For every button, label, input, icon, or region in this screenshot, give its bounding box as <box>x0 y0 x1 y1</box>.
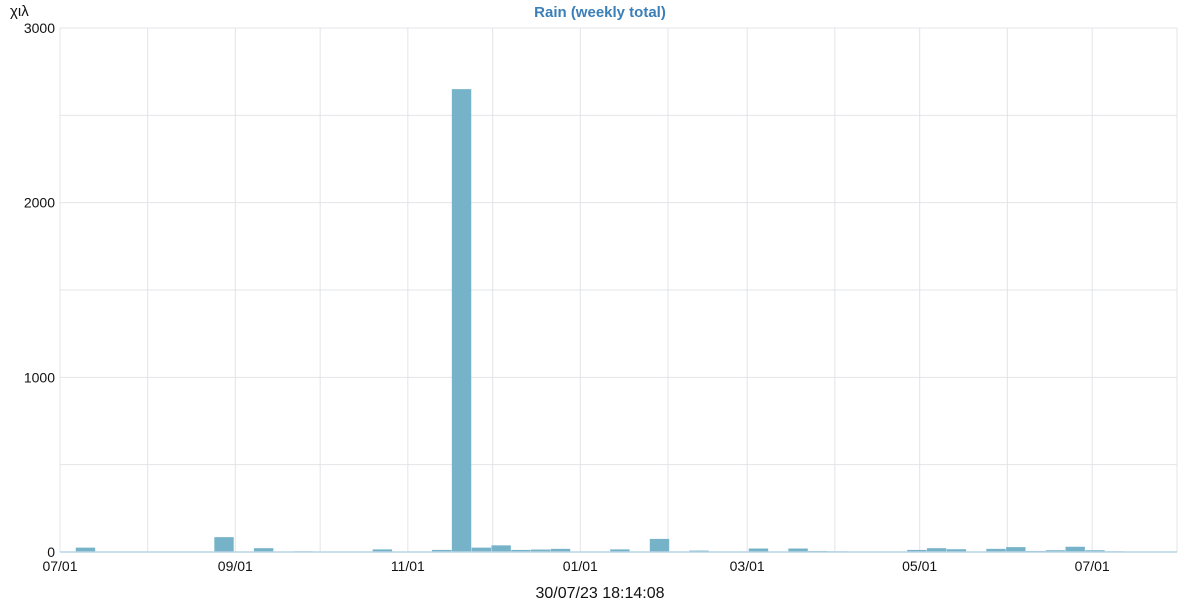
bars <box>75 89 1125 552</box>
y-tick-label: 0 <box>47 544 55 560</box>
x-tick-labels: 07/01 09/01 11/01 01/01 03/01 05/01 07/01 <box>42 558 1109 574</box>
chart-title: Rain (weekly total) <box>534 4 666 21</box>
gridlines <box>59 27 1178 553</box>
y-tick-label: 3000 <box>24 20 55 36</box>
y-tick-label: 1000 <box>24 369 55 385</box>
bar <box>550 548 571 552</box>
timestamp: 30/07/23 18:14:08 <box>535 585 664 600</box>
x-tick-label: 07/01 <box>42 558 77 574</box>
bar <box>214 537 234 552</box>
x-tick-label: 11/01 <box>391 558 425 574</box>
bar <box>451 89 472 552</box>
bar <box>1065 546 1085 552</box>
y-tick-labels: 0 1000 2000 3000 <box>24 20 55 560</box>
bar <box>531 549 551 552</box>
bar <box>946 549 967 552</box>
bar <box>372 549 393 552</box>
bar <box>1006 547 1026 552</box>
bar <box>491 545 511 552</box>
y-axis-unit-label: χιλ <box>10 3 29 20</box>
x-tick-label: 01/01 <box>563 558 598 574</box>
bar <box>986 548 1006 552</box>
x-tick-label: 07/01 <box>1075 558 1110 574</box>
bar <box>1045 550 1066 552</box>
bar <box>253 548 274 552</box>
bar <box>471 547 492 552</box>
x-tick-label: 05/01 <box>902 558 937 574</box>
bar <box>649 538 670 552</box>
bar <box>926 548 947 552</box>
x-tick-label: 03/01 <box>730 558 765 574</box>
x-tick-label: 09/01 <box>218 558 253 574</box>
bar <box>75 547 96 552</box>
bar <box>907 549 927 552</box>
bar <box>1085 550 1105 552</box>
y-tick-label: 2000 <box>24 195 55 211</box>
bar <box>511 549 531 552</box>
bar <box>432 549 452 552</box>
bar <box>610 549 630 552</box>
bar <box>788 548 808 552</box>
bar <box>748 548 769 552</box>
